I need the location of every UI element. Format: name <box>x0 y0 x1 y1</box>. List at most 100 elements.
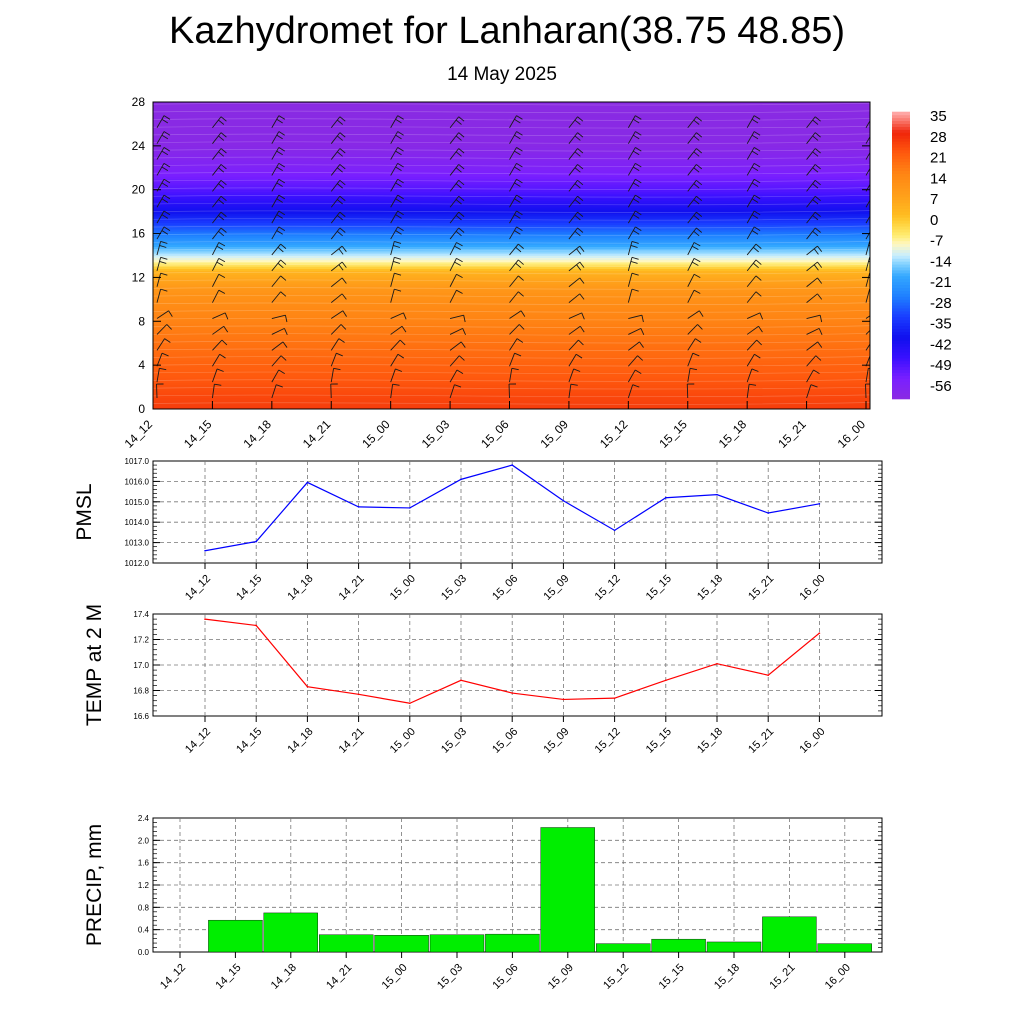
contour-line <box>153 287 870 290</box>
contour-line <box>153 164 870 167</box>
data-point <box>562 499 565 502</box>
x-tick-label: 15_09 <box>541 726 571 756</box>
wind-barb <box>568 261 581 272</box>
heatmap-band <box>153 178 870 182</box>
colorbar-swatch <box>892 302 910 306</box>
wind-barb-flag <box>632 182 640 187</box>
heatmap-band <box>153 110 870 114</box>
wind-barb-flag <box>577 164 584 170</box>
x-tick-label: 15_21 <box>746 726 776 756</box>
wind-barb <box>271 147 280 160</box>
wind-barb-flag <box>455 151 462 157</box>
wind-barb <box>390 163 399 176</box>
colorbar-swatch <box>892 255 910 259</box>
wind-barb-flag <box>581 312 585 320</box>
contour-line <box>153 371 870 375</box>
wind-barb-flag <box>280 259 287 265</box>
wind-barb <box>449 355 460 367</box>
wind-barb-flag <box>753 226 761 231</box>
heatmap-band <box>153 141 870 144</box>
wind-barb-flag <box>276 198 283 203</box>
heatmap-band <box>153 263 870 267</box>
wind-barb <box>271 210 280 224</box>
wind-barb-flag <box>160 272 168 276</box>
wind-barb <box>156 194 165 208</box>
wind-barb-flag <box>873 163 879 167</box>
wind-barb-flag <box>164 338 171 343</box>
heatmap-band <box>153 248 870 252</box>
wind-barb <box>687 227 697 240</box>
wind-barb-flag <box>458 116 465 122</box>
x-tick-label: 15_09 <box>541 573 571 603</box>
heatmap-band <box>153 119 870 123</box>
y-tick-label: 16.6 <box>133 712 149 721</box>
wind-barb-flag <box>511 367 519 371</box>
wind-barb <box>627 384 634 399</box>
y-tick-label: 1.6 <box>138 859 150 868</box>
wind-barb-flag <box>630 245 638 248</box>
wind-barb-flag <box>635 210 642 216</box>
colorbar-swatch <box>892 217 910 221</box>
wind-barb <box>687 164 697 176</box>
wind-barb-flag <box>168 310 173 317</box>
wind-barb-flag <box>753 262 759 269</box>
wind-barb <box>156 147 165 160</box>
wind-barb-flag <box>871 353 877 356</box>
wind-barb <box>156 289 162 303</box>
colorbar-swatch <box>892 164 910 168</box>
wind-barb-flag <box>759 312 764 320</box>
heatmap-band <box>153 283 870 287</box>
y-tick-label: 4 <box>138 358 145 372</box>
colorbar-label: -49 <box>930 357 952 374</box>
data-point <box>613 529 616 532</box>
wind-barb <box>156 131 165 144</box>
wind-barb <box>865 329 870 335</box>
wind-barb-flag <box>394 288 402 292</box>
wind-barb-flag <box>161 182 169 187</box>
colorbar-swatch <box>892 208 910 212</box>
wind-barb-flag <box>276 214 283 219</box>
x-tick-label: 15_12 <box>601 962 631 992</box>
wind-barb <box>509 368 513 383</box>
wind-barb-flag <box>693 199 700 205</box>
wind-barb <box>330 338 340 351</box>
colorbar-swatch <box>892 155 910 160</box>
heatmap-band <box>153 195 870 199</box>
x-tick-label: 15_15 <box>644 573 674 603</box>
heatmap-band <box>153 165 870 169</box>
wind-barb-flag <box>692 352 700 357</box>
wind-barb-flag <box>342 310 347 317</box>
x-tick-label: 14_12 <box>183 726 213 756</box>
wind-barb-flag <box>395 118 402 124</box>
colorbar-swatch <box>892 360 910 365</box>
heatmap-band <box>153 323 870 326</box>
wind-barb-flag <box>693 230 700 237</box>
contour-line <box>153 125 870 129</box>
wind-barb-flag <box>576 248 582 255</box>
wind-barb <box>568 354 577 367</box>
wind-barb <box>865 289 870 303</box>
x-tick-label: 16_00 <box>797 726 827 756</box>
x-tick-label: 14_21 <box>324 962 354 992</box>
wind-barb <box>212 325 225 335</box>
wind-barb-flag <box>218 289 226 294</box>
heatmap-band <box>153 132 870 136</box>
contour-line <box>153 210 870 213</box>
wind-barb-flag <box>753 131 761 136</box>
colorbar-label: -35 <box>930 316 952 333</box>
wind-barb <box>330 245 343 256</box>
wind-barb-flag <box>218 230 225 237</box>
wind-barb <box>271 243 281 256</box>
colorbar-swatch <box>892 140 910 145</box>
wind-barb-flag <box>869 240 870 243</box>
wind-barb-flag <box>577 132 584 138</box>
wind-barb <box>271 226 280 240</box>
wind-barb-flag <box>751 214 759 219</box>
y-tick-label: 1.2 <box>138 881 150 890</box>
wind-barb-flag <box>163 178 171 184</box>
contour-line <box>153 356 870 359</box>
precip-bar <box>817 943 872 953</box>
heatmap-band <box>153 213 870 217</box>
wind-barb-flag <box>632 166 640 172</box>
